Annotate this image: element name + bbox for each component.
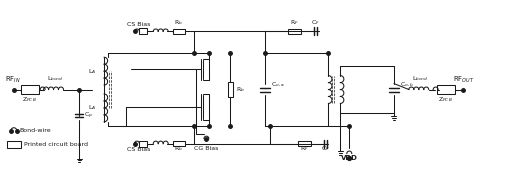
Text: C$_{o,a}$: C$_{o,a}$ xyxy=(271,81,285,89)
Text: L$_A$: L$_A$ xyxy=(88,103,96,112)
Text: L$_{bond}$: L$_{bond}$ xyxy=(413,74,429,83)
Text: C$_F$: C$_F$ xyxy=(311,19,320,27)
Text: R$_F$: R$_F$ xyxy=(290,19,299,27)
Text: R$_b$: R$_b$ xyxy=(236,85,245,94)
Text: Z$_{PCB}$: Z$_{PCB}$ xyxy=(22,95,37,104)
Text: R$_F$: R$_F$ xyxy=(300,145,309,153)
Text: Printed circuit board: Printed circuit board xyxy=(24,142,88,147)
Text: L$_{bond}$: L$_{bond}$ xyxy=(47,74,64,83)
Text: L$_A$: L$_A$ xyxy=(88,67,96,76)
Text: C$_F$: C$_F$ xyxy=(321,145,330,153)
Text: RF$_{IN}$: RF$_{IN}$ xyxy=(5,75,21,85)
Text: C$_{o,b}$: C$_{o,b}$ xyxy=(400,81,414,89)
Bar xyxy=(437,85,455,94)
Bar xyxy=(139,141,147,147)
Text: CG Bias: CG Bias xyxy=(194,146,218,151)
Bar xyxy=(7,141,21,148)
Text: Z$_{PCB}$: Z$_{PCB}$ xyxy=(438,95,453,104)
Text: CS Bias: CS Bias xyxy=(127,22,150,27)
Text: RF$_{OUT}$: RF$_{OUT}$ xyxy=(453,75,474,85)
Bar xyxy=(21,85,39,94)
Bar xyxy=(139,28,147,34)
Text: Bond-wire: Bond-wire xyxy=(20,128,52,133)
Text: R$_b$: R$_b$ xyxy=(174,19,183,27)
Text: C$_p$: C$_p$ xyxy=(84,111,93,121)
Text: CS Bias: CS Bias xyxy=(127,147,150,152)
Text: R$_b$: R$_b$ xyxy=(174,145,183,153)
Text: VDD: VDD xyxy=(341,155,358,161)
